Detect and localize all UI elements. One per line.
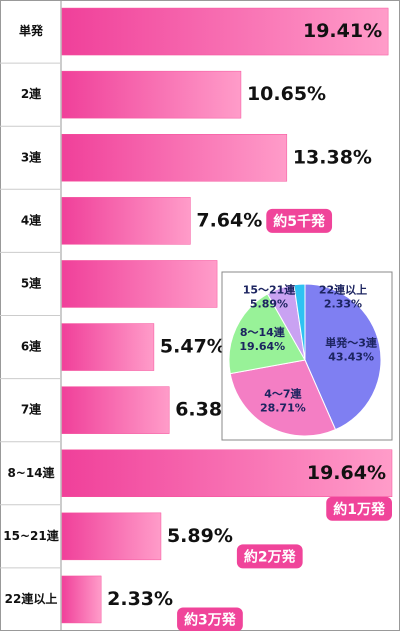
bar [61, 449, 393, 497]
value-label: 19.64% [307, 462, 386, 484]
annotation-label: 約3万発 [184, 611, 237, 628]
pie-slice [228, 293, 306, 375]
annotation-badge [326, 496, 392, 521]
pie-label: 4～7連 [264, 387, 302, 401]
pie-label: 単発～3連 [325, 335, 378, 349]
y-tick-label: 5連 [21, 275, 42, 290]
value-label: 5.89% [167, 525, 233, 547]
bar [61, 7, 389, 56]
annotation-badge [236, 544, 303, 569]
annotation: 約1万発 [326, 496, 392, 521]
annotation-badge [266, 208, 333, 233]
y-tick-label: 15~21連 [3, 528, 59, 543]
annotation-label: 約5千発 [273, 213, 326, 230]
y-tick-label: 7連 [21, 402, 42, 417]
y-tick-label: 単発 [19, 23, 44, 38]
annotation: 約5千発 [266, 208, 333, 233]
y-tick-label: 3連 [21, 149, 42, 164]
bar [61, 386, 170, 434]
annotation-label: 約1万発 [333, 501, 386, 518]
pie-label: 8～14連 [240, 325, 286, 339]
y-tick-label: 4連 [21, 212, 42, 227]
pie-label: 15～21連 [243, 283, 297, 297]
bar [61, 197, 191, 245]
pie-value-label: 19.64% [239, 340, 285, 353]
bar [61, 323, 155, 371]
value-label: 7.64% [196, 209, 262, 231]
annotation-label: 約2万発 [244, 548, 297, 565]
y-tick-label: 6連 [21, 339, 42, 354]
y-tick-label: 8~14連 [7, 465, 55, 480]
pie-label: 22連以上 [319, 283, 367, 297]
pie-slice [293, 283, 306, 361]
pie-value-label: 28.71% [260, 402, 306, 415]
pie-value-label: 43.43% [328, 350, 374, 363]
bar [61, 575, 102, 624]
bar [61, 512, 162, 561]
pie-slice [304, 283, 382, 431]
value-label: 2.33% [107, 588, 173, 610]
bar [61, 70, 242, 119]
pie-slice [229, 359, 337, 437]
annotation: 約2万発 [236, 544, 303, 569]
y-tick-label: 22連以上 [5, 591, 58, 606]
value-label: 13.38% [293, 146, 372, 168]
bar [61, 260, 218, 308]
pie-value-label: 2.33% [324, 298, 362, 311]
value-label: 5.47% [160, 336, 226, 358]
value-label: 19.41% [303, 20, 382, 42]
y-tick-label: 2連 [21, 86, 42, 101]
pie-value-label: 5.89% [250, 298, 288, 311]
bar [61, 134, 288, 182]
annotation-badge [177, 607, 243, 631]
annotation: 約3万発 [177, 607, 243, 631]
value-label: 10.65% [247, 83, 326, 105]
